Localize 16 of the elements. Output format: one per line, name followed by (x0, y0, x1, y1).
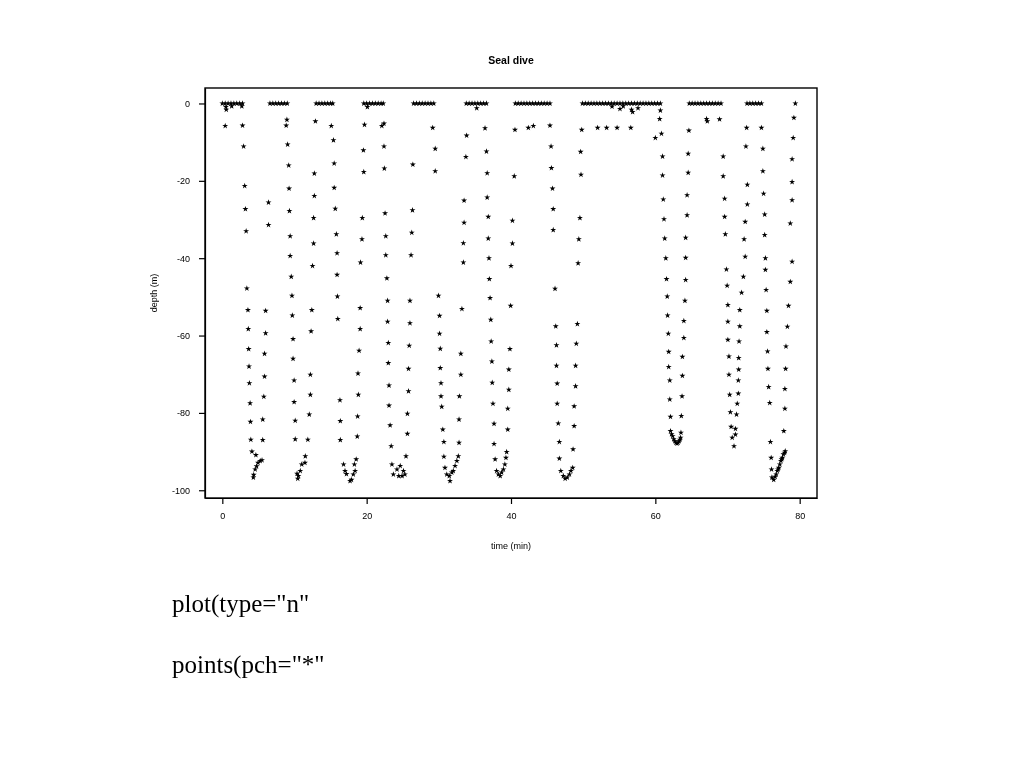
y-tick-label: 0 (184, 98, 190, 109)
y-tick-label: -100 (171, 485, 190, 496)
y-tick-label: -20 (176, 176, 190, 187)
y-tick-label: -40 (176, 253, 190, 264)
y-tick-label: -80 (176, 408, 190, 419)
x-tick-label: 40 (506, 511, 517, 522)
y-tick-label: -60 (176, 330, 190, 341)
x-tick-label: 60 (650, 511, 661, 522)
x-tick-label: 20 (362, 511, 373, 522)
chart-title: Seal dive (488, 54, 534, 66)
x-tick-label: 80 (795, 511, 806, 522)
text: points(pch="*" (172, 651, 325, 679)
x-tick-label: 0 (220, 511, 226, 522)
x-axis-title: time (min) (491, 541, 531, 551)
y-axis-title: depth (m) (149, 273, 159, 313)
text: plot(type="n" (172, 590, 310, 618)
